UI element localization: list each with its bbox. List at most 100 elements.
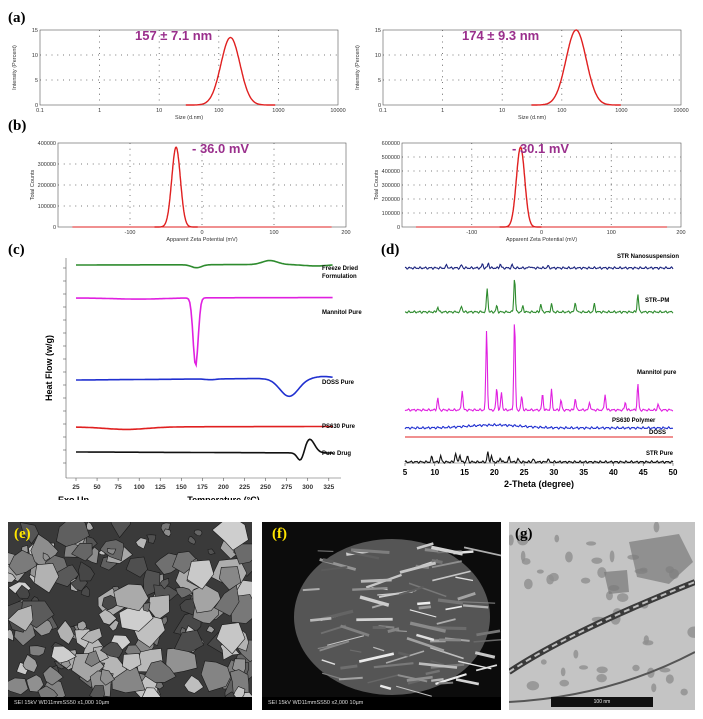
x-tick-label: 1000 xyxy=(272,108,284,114)
particle xyxy=(207,548,216,556)
flake xyxy=(327,635,365,646)
flake xyxy=(425,669,441,676)
y-tick-label: 300000 xyxy=(38,162,56,168)
flake xyxy=(474,651,496,659)
particle xyxy=(15,584,31,600)
x-axis-label: Apparent Zeta Potential (mV) xyxy=(166,237,237,243)
y-tick-label: 600000 xyxy=(382,141,400,147)
nanoparticle xyxy=(580,577,591,584)
flake xyxy=(397,674,428,683)
distribution-curve xyxy=(185,36,276,106)
x-tick-label: 75 xyxy=(115,484,123,491)
y-axis-label: Heat Flow (w/g) xyxy=(44,335,54,401)
particle xyxy=(78,561,95,582)
y-axis-label: Intensity (Percent) xyxy=(12,45,18,90)
flake xyxy=(462,604,489,609)
x-tick-label: 45 xyxy=(639,468,648,477)
flake xyxy=(424,548,439,553)
flake xyxy=(435,673,467,685)
particle xyxy=(51,645,77,664)
flake xyxy=(418,605,432,610)
size-annotation: 157 ± 7.1 nm xyxy=(135,28,212,43)
x-axis-label: Temperature (°C) xyxy=(187,495,259,500)
x-tick-label: 100 xyxy=(269,230,278,236)
x-tick-label: 100 xyxy=(134,484,145,491)
y-tick-label: 10 xyxy=(32,53,38,59)
chart-c: 25 50 75 100 125 150 175 200 225 250 275 300 325 Temp… xyxy=(44,258,362,500)
flake xyxy=(379,684,392,691)
flake xyxy=(437,598,464,605)
flake xyxy=(340,664,358,670)
tem-texture-g xyxy=(509,522,695,710)
xrd-pattern xyxy=(404,451,674,465)
particle xyxy=(144,660,177,684)
x-tick-label: 35 xyxy=(579,468,588,477)
y-tick-label: 5 xyxy=(35,78,38,84)
x-tick-label: 5 xyxy=(403,468,408,477)
flake xyxy=(373,662,414,669)
curve-label: Formulation xyxy=(322,274,357,280)
particle xyxy=(108,619,120,632)
nanoparticle xyxy=(540,659,547,665)
flake xyxy=(455,678,480,686)
particle xyxy=(8,605,34,632)
crystal-plate xyxy=(604,570,629,594)
y-tick-label: 5 xyxy=(378,78,381,84)
nanoparticle xyxy=(585,541,597,546)
nanoparticle xyxy=(680,688,688,696)
particle xyxy=(8,572,16,583)
particle xyxy=(80,627,103,644)
dsc-curve xyxy=(76,259,333,269)
x-tick-label: 150 xyxy=(176,484,187,491)
flake xyxy=(429,646,464,660)
particle xyxy=(98,609,118,626)
particle xyxy=(22,654,38,673)
distribution-curve xyxy=(531,29,621,106)
sem-image-f: (f) SEI 15kV WD11mmSS50 x2,000 10µm xyxy=(262,522,501,710)
curve-label: PS630 Pure xyxy=(322,424,356,430)
chart-a2: 0.1 1 10 100 1000 10000 0 5 10 15 Size (d.nm) Inten… xyxy=(355,28,689,121)
nanoparticle xyxy=(549,572,559,582)
nanoparticle xyxy=(609,550,615,563)
x-tick-label: -100 xyxy=(124,230,135,236)
panel-label-a: (a) xyxy=(8,10,26,26)
y-tick-label: 200000 xyxy=(38,183,56,189)
size-annotation: 174 ± 9.3 nm xyxy=(462,28,539,43)
x-tick-label: 1 xyxy=(98,108,101,114)
sem-texture-e xyxy=(8,522,252,710)
y-tick-label: 500000 xyxy=(382,155,400,161)
curve-label: DOSS Pure xyxy=(322,380,355,386)
flake xyxy=(431,678,444,682)
nanoparticle xyxy=(653,522,660,533)
particle-body xyxy=(294,539,490,695)
flake xyxy=(373,646,385,652)
nanoparticle xyxy=(573,649,579,659)
flake xyxy=(321,566,348,572)
x-tick-label: 200 xyxy=(676,230,685,236)
particle xyxy=(99,669,116,686)
x-tick-label: 100 xyxy=(607,230,616,236)
y-tick-label: 0 xyxy=(397,225,400,231)
particle xyxy=(113,583,149,612)
nanoparticle xyxy=(596,666,608,674)
particle xyxy=(99,641,124,659)
nanoparticle xyxy=(578,665,589,670)
nanoparticle xyxy=(516,533,529,546)
nanoparticle xyxy=(642,640,654,646)
y-tick-label: 200000 xyxy=(382,197,400,203)
nanoparticle xyxy=(651,683,657,693)
nanoparticle xyxy=(596,673,607,683)
pattern-label: PS630 Polymer xyxy=(612,418,656,424)
dsc-curve xyxy=(76,375,333,398)
particle xyxy=(122,653,142,672)
x-tick-label: 225 xyxy=(239,484,250,491)
flake xyxy=(385,650,425,664)
flake xyxy=(317,642,346,650)
xrd-pattern xyxy=(404,262,674,271)
x-tick-label: 1 xyxy=(441,108,444,114)
nanoparticle xyxy=(591,557,603,564)
y-tick-label: 300000 xyxy=(382,183,400,189)
sem-info-bar-e: SEI 15kV WD11mmSS50 x1,000 10µm xyxy=(8,697,252,710)
flake xyxy=(406,675,433,682)
